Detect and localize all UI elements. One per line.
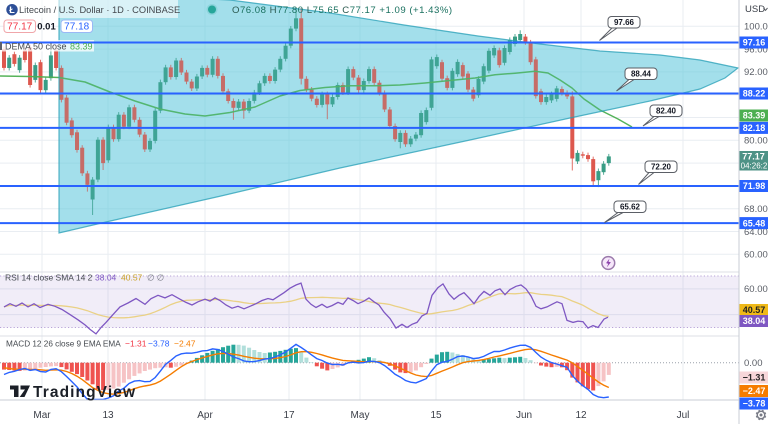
svg-text:TradingView: TradingView: [33, 384, 136, 401]
svg-text:12: 12: [575, 410, 587, 421]
svg-text:04:26:2: 04:26:2: [741, 162, 768, 171]
svg-text:97.66: 97.66: [614, 18, 635, 27]
svg-text:MACD 12 26 close 9 EMA EMA: MACD 12 26 close 9 EMA EMA: [6, 340, 121, 349]
svg-text:Mar: Mar: [33, 410, 51, 421]
svg-text:97.16: 97.16: [743, 38, 766, 48]
svg-text:77.17: 77.17: [7, 22, 32, 33]
svg-text:92.00: 92.00: [744, 67, 768, 78]
svg-text:−1.31: −1.31: [125, 339, 147, 349]
svg-text:May: May: [351, 410, 370, 421]
svg-text:∅ ∅: ∅ ∅: [147, 273, 165, 283]
svg-text:72.20: 72.20: [651, 163, 672, 172]
svg-text:100.00: 100.00: [744, 22, 768, 33]
svg-text:40.57: 40.57: [121, 273, 143, 283]
svg-text:−3.78: −3.78: [743, 399, 766, 409]
svg-text:64.00: 64.00: [744, 227, 768, 238]
svg-text:71.98: 71.98: [743, 181, 766, 191]
svg-text:Jun: Jun: [516, 410, 532, 421]
svg-text:88.44: 88.44: [631, 70, 652, 79]
svg-text:77.17: 77.17: [742, 152, 765, 162]
svg-text:−1.31: −1.31: [743, 373, 766, 383]
svg-text:82.40: 82.40: [656, 107, 677, 116]
svg-text:15: 15: [430, 410, 442, 421]
svg-text:13: 13: [102, 410, 114, 421]
svg-text:17: 17: [283, 410, 295, 421]
svg-text:68.00: 68.00: [744, 204, 768, 215]
svg-text:Litecoin / U.S. Dollar · 1D ·: Litecoin / U.S. Dollar · 1D · COINBASE: [19, 5, 180, 15]
svg-text:60.00: 60.00: [744, 250, 768, 261]
svg-text:0.01: 0.01: [37, 22, 56, 33]
svg-text:65.48: 65.48: [743, 218, 766, 228]
svg-text:38.04: 38.04: [95, 273, 117, 283]
svg-text:−2.47: −2.47: [743, 386, 766, 396]
svg-text:82.18: 82.18: [743, 123, 766, 133]
svg-text:−2.47: −2.47: [174, 339, 196, 349]
svg-text:40.57: 40.57: [743, 305, 766, 315]
svg-text:Apr: Apr: [197, 410, 213, 421]
svg-text:O76.08 H77.80 L75.65 C77.17 +1: O76.08 H77.80 L75.65 C77.17 +1.09 (+1.43…: [232, 5, 453, 16]
svg-text:65.62: 65.62: [620, 203, 641, 212]
svg-text:96.00: 96.00: [744, 44, 768, 55]
svg-text:83.39: 83.39: [743, 111, 766, 121]
svg-text:60.00: 60.00: [744, 284, 768, 295]
svg-text:RSI 14 close SMA 14 2: RSI 14 close SMA 14 2: [5, 273, 93, 283]
svg-text:83.39: 83.39: [70, 41, 93, 51]
svg-text:Ł: Ł: [9, 5, 15, 15]
svg-text:77.18: 77.18: [64, 22, 89, 33]
svg-text:DEMA 50 close: DEMA 50 close: [5, 41, 67, 51]
svg-text:USD: USD: [745, 4, 765, 15]
svg-text:−3.78: −3.78: [148, 339, 170, 349]
svg-text:88.22: 88.22: [743, 89, 766, 99]
svg-text:0.00: 0.00: [744, 358, 763, 369]
svg-text:Jul: Jul: [677, 410, 690, 421]
svg-text:38.04: 38.04: [743, 316, 766, 326]
svg-text:80.00: 80.00: [744, 136, 768, 147]
